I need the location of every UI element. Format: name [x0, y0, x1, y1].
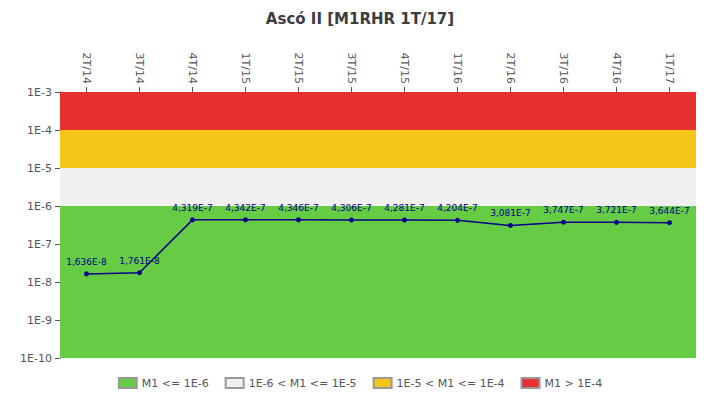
svg-text:Ascó II [M1RHR 1T/17]: Ascó II [M1RHR 1T/17] [266, 10, 454, 28]
svg-text:4T/15: 4T/15 [398, 53, 411, 84]
svg-text:M1 > 1E-4: M1 > 1E-4 [545, 377, 603, 390]
svg-text:4T/14: 4T/14 [186, 53, 199, 84]
svg-text:1T/16: 1T/16 [451, 53, 464, 84]
svg-text:3,721E-7: 3,721E-7 [596, 205, 636, 215]
svg-text:3,644E-7: 3,644E-7 [649, 206, 689, 216]
svg-text:3,747E-7: 3,747E-7 [543, 205, 583, 215]
svg-text:1T/15: 1T/15 [239, 53, 252, 84]
svg-text:1T/17: 1T/17 [663, 53, 676, 84]
svg-text:3T/15: 3T/15 [345, 53, 358, 84]
svg-text:3,081E-7: 3,081E-7 [490, 208, 530, 218]
svg-text:4,346E-7: 4,346E-7 [278, 203, 318, 213]
svg-text:3T/16: 3T/16 [557, 53, 570, 84]
svg-text:4T/16: 4T/16 [610, 53, 623, 84]
svg-text:2T/15: 2T/15 [292, 53, 305, 84]
svg-text:1E-5: 1E-5 [27, 162, 52, 175]
svg-text:3T/14: 3T/14 [133, 53, 146, 84]
svg-text:1E-7: 1E-7 [27, 238, 52, 251]
svg-text:1E-5 < M1 <= 1E-4: 1E-5 < M1 <= 1E-4 [397, 377, 505, 390]
svg-text:M1 <= 1E-6: M1 <= 1E-6 [142, 377, 209, 390]
svg-text:4,204E-7: 4,204E-7 [437, 203, 477, 213]
svg-text:1E-8: 1E-8 [27, 276, 52, 289]
svg-text:1E-9: 1E-9 [27, 314, 52, 327]
svg-text:2T/16: 2T/16 [504, 53, 517, 84]
svg-text:1E-6: 1E-6 [27, 200, 52, 213]
svg-text:2T/14: 2T/14 [80, 53, 93, 84]
svg-text:1,761E-8: 1,761E-8 [119, 256, 160, 266]
svg-text:4,319E-7: 4,319E-7 [172, 203, 212, 213]
svg-text:1E-4: 1E-4 [27, 124, 52, 137]
svg-text:4,281E-7: 4,281E-7 [384, 203, 424, 213]
svg-text:1E-3: 1E-3 [27, 86, 52, 99]
svg-text:4,342E-7: 4,342E-7 [225, 203, 265, 213]
svg-text:1E-6 < M1 <= 1E-5: 1E-6 < M1 <= 1E-5 [249, 377, 357, 390]
svg-text:4,306E-7: 4,306E-7 [331, 203, 371, 213]
svg-text:1,636E-8: 1,636E-8 [66, 257, 107, 267]
svg-text:1E-10: 1E-10 [20, 352, 52, 365]
